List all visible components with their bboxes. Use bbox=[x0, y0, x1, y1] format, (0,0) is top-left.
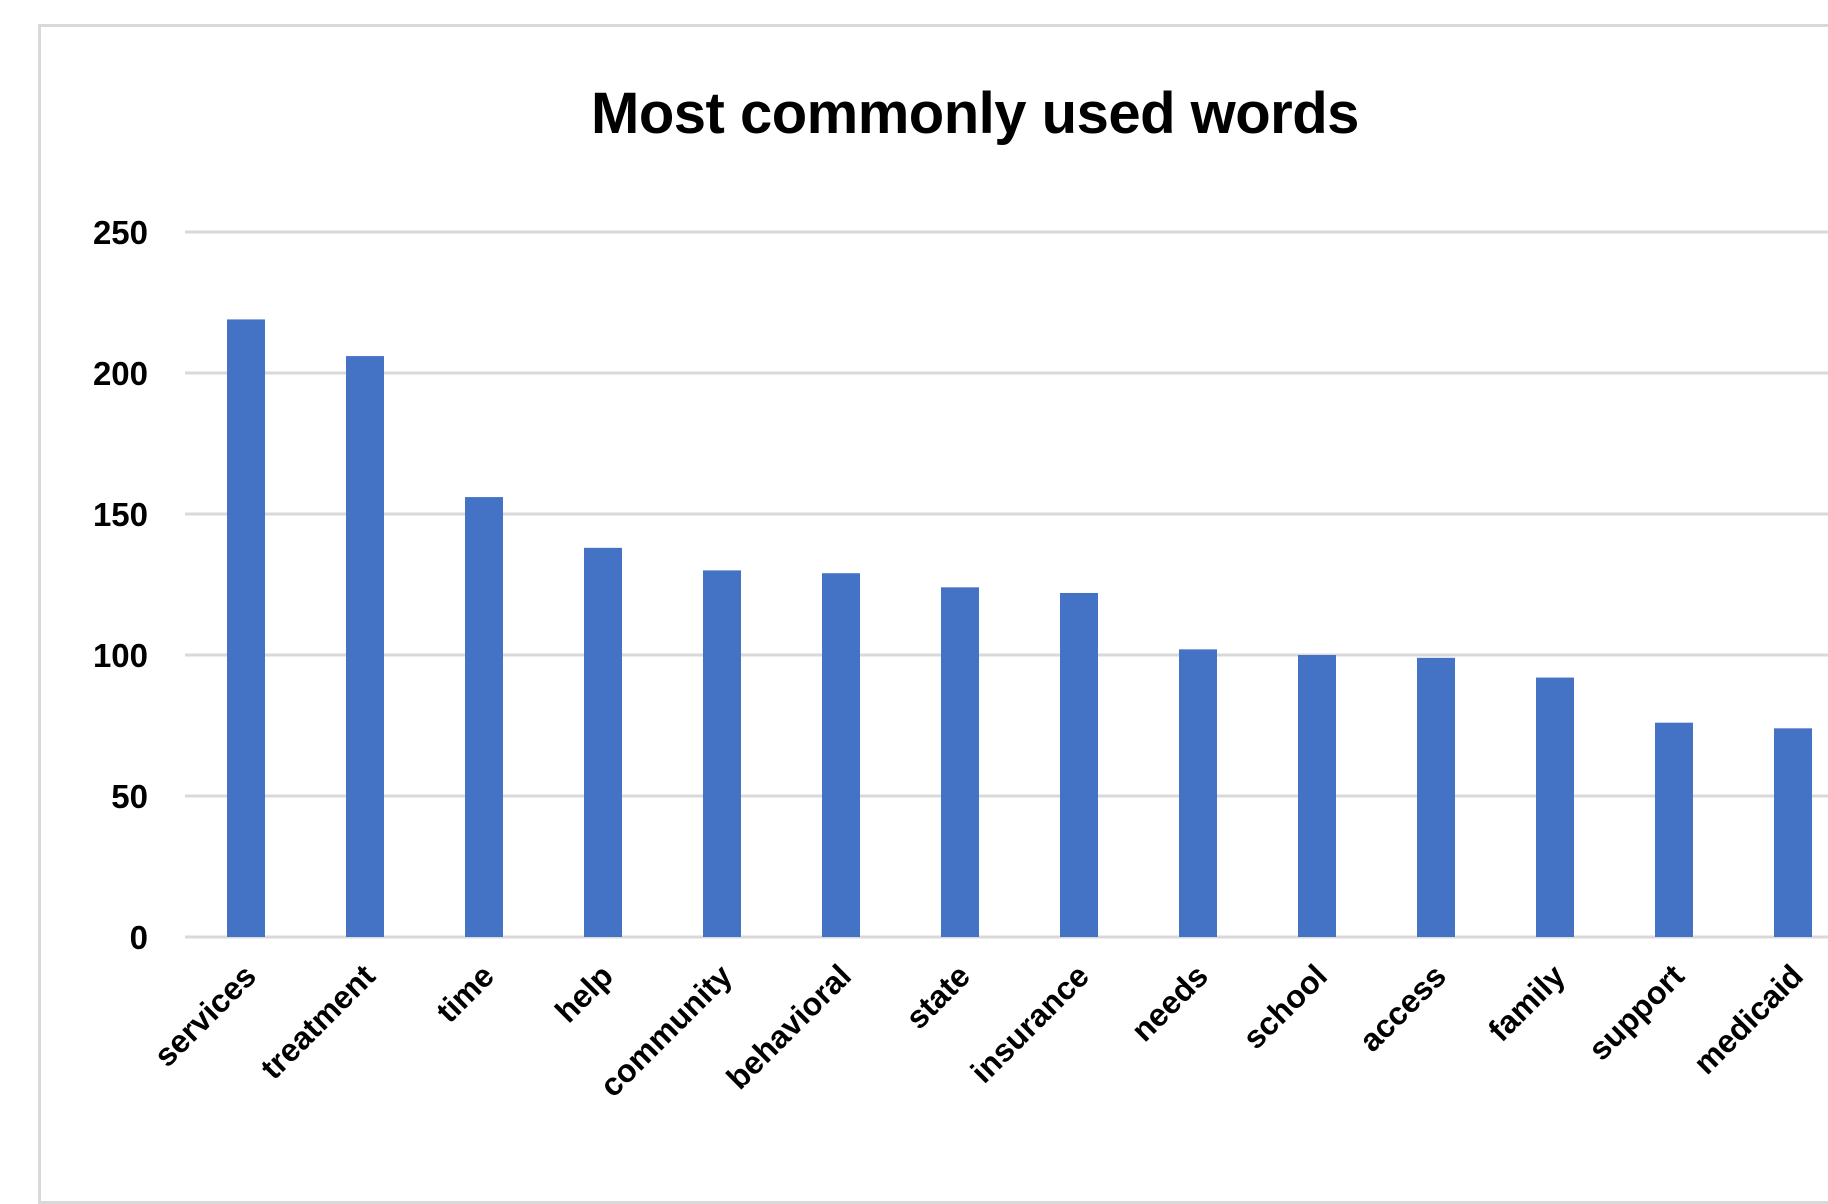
bar-community bbox=[703, 570, 741, 937]
x-tick-label-help: help bbox=[548, 957, 620, 1029]
x-tick-label-school: school bbox=[1236, 957, 1334, 1055]
x-tick-label-treatment: treatment bbox=[253, 957, 382, 1086]
x-tick-label-time: time bbox=[429, 957, 501, 1029]
x-tick-label-state: state bbox=[899, 957, 977, 1035]
y-tick-label: 100 bbox=[93, 637, 148, 674]
bars bbox=[227, 319, 1812, 938]
bar-needs bbox=[1179, 649, 1217, 937]
chart-frame bbox=[38, 24, 1828, 1204]
x-tick-label-behavioral: behavioral bbox=[719, 957, 858, 1096]
x-tick-label-support: support bbox=[1581, 957, 1691, 1067]
x-tick-label-family: family bbox=[1481, 957, 1572, 1048]
y-tick-label: 0 bbox=[130, 919, 148, 956]
y-axis-ticks: 0 50 100 150 200 250 bbox=[93, 214, 148, 956]
bar-medicaid bbox=[1774, 728, 1812, 937]
x-tick-label-needs: needs bbox=[1124, 957, 1215, 1048]
bar-school bbox=[1298, 655, 1336, 937]
bar-services bbox=[227, 319, 265, 937]
bar-insurance bbox=[1060, 592, 1098, 937]
bar-state bbox=[941, 587, 979, 937]
bar-time bbox=[465, 497, 503, 937]
bar-family bbox=[1536, 677, 1574, 937]
x-tick-label-access: access bbox=[1352, 957, 1453, 1058]
gridlines bbox=[185, 230, 1828, 939]
bar-access bbox=[1417, 657, 1455, 937]
bar-behavioral bbox=[822, 573, 860, 937]
x-tick-label-insurance: insurance bbox=[964, 957, 1096, 1089]
y-tick-label: 150 bbox=[93, 496, 148, 533]
y-tick-label: 200 bbox=[93, 355, 148, 392]
x-tick-label-services: services bbox=[147, 957, 263, 1073]
x-tick-label-medicaid: medicaid bbox=[1686, 957, 1810, 1081]
bar-treatment bbox=[346, 356, 384, 938]
chart-title: Most commonly used words bbox=[591, 81, 1359, 146]
y-tick-label: 50 bbox=[111, 778, 148, 815]
y-tick-label: 250 bbox=[93, 214, 148, 251]
bar-help bbox=[584, 547, 622, 937]
bar-support bbox=[1655, 722, 1693, 937]
